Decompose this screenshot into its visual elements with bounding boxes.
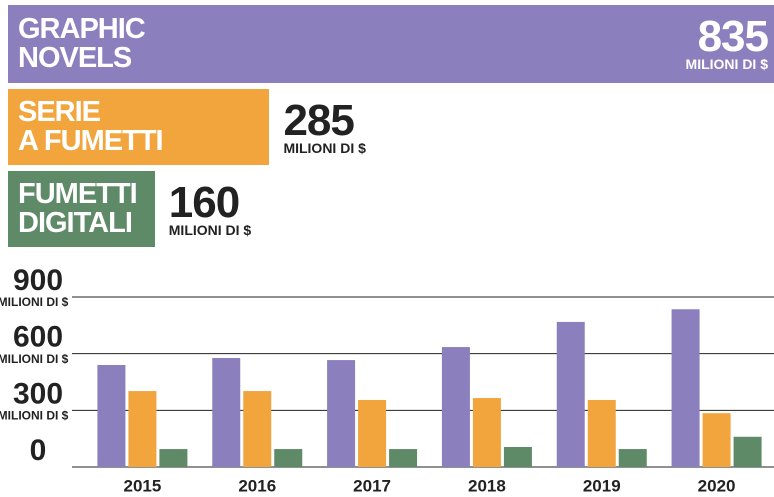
summary-bar: SERIE A FUMETTI	[8, 89, 270, 165]
bar	[671, 309, 700, 467]
y-tick-label: 900	[13, 264, 63, 297]
value-unit: MILIONI DI $	[685, 56, 768, 72]
value-number: 160	[168, 178, 240, 227]
bar	[128, 391, 157, 467]
value-number: 285	[283, 96, 354, 145]
bar	[587, 399, 616, 467]
series-name: FUMETTI DIGITALI	[18, 178, 138, 239]
y-tick-label: 600	[13, 321, 63, 354]
bar	[733, 436, 762, 467]
x-tick-label: 2015	[124, 476, 162, 495]
bar	[441, 347, 470, 467]
summary-value: 835 MILIONI DI $	[685, 12, 769, 72]
value-unit: MILIONI DI $	[168, 222, 252, 238]
bar	[389, 449, 418, 467]
bar	[274, 449, 303, 467]
x-tick-label: 2020	[698, 476, 736, 495]
bar	[358, 399, 387, 467]
y-tick-label: 0	[30, 434, 47, 467]
summary-bar: FUMETTI DIGITALI	[8, 171, 155, 247]
bar	[327, 360, 356, 467]
x-tick-label: 2018	[468, 476, 506, 495]
y-unit-label: MILIONI DI $	[0, 409, 69, 423]
series-name: GRAPHIC NOVELS	[18, 13, 146, 74]
bar	[503, 446, 532, 467]
bar	[159, 449, 188, 467]
summary-value: 285 MILIONI DI $	[283, 96, 366, 156]
x-tick-label: 2017	[353, 476, 391, 495]
value-unit: MILIONI DI $	[283, 140, 366, 156]
bar	[618, 449, 647, 467]
y-unit-label: MILIONI DI $	[0, 352, 69, 366]
bar	[702, 413, 731, 467]
y-tick-label: 300	[13, 377, 63, 410]
series-name: SERIE A FUMETTI	[18, 96, 164, 157]
bar	[472, 398, 501, 467]
y-unit-label: MILIONI DI $	[0, 295, 69, 309]
summary-value: 160 MILIONI DI $	[168, 178, 252, 238]
x-tick-label: 2016	[238, 476, 276, 495]
bar	[556, 321, 585, 467]
bar	[212, 358, 241, 467]
value-number: 835	[697, 12, 769, 61]
x-tick-label: 2019	[583, 476, 621, 495]
bar	[243, 391, 272, 467]
summary-bar: GRAPHIC NOVELS	[8, 5, 774, 83]
bar	[97, 365, 126, 467]
